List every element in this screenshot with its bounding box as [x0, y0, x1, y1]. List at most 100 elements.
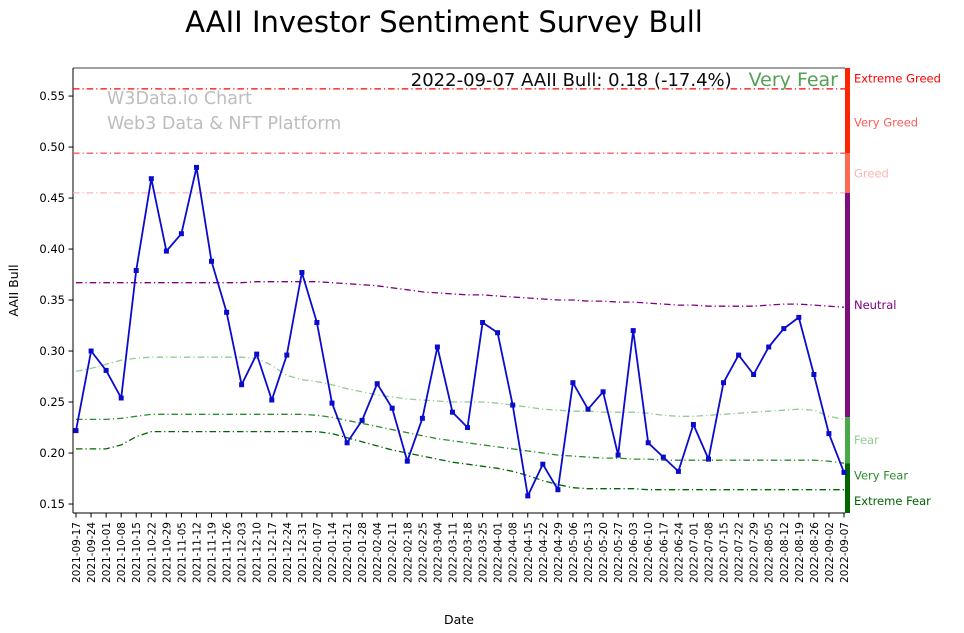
data-point-marker — [766, 344, 772, 350]
data-point-marker — [781, 326, 787, 332]
x-tick-label: 2022-06-03 — [628, 522, 640, 583]
data-point-marker — [389, 405, 395, 411]
x-tick-label: 2022-07-22 — [734, 522, 746, 583]
data-point-marker — [811, 372, 817, 377]
data-point-marker — [480, 320, 486, 325]
data-point-marker — [570, 380, 576, 386]
x-tick-label: 2022-02-11 — [387, 522, 399, 583]
x-tick-label: 2022-07-15 — [719, 522, 731, 583]
data-point-marker — [600, 389, 606, 395]
data-point-marker — [465, 425, 470, 430]
data-point-marker — [178, 231, 184, 237]
x-tick-label: 2021-09-17 — [71, 522, 83, 583]
data-point-marker — [615, 452, 621, 458]
zone-label-greed: Greed — [854, 167, 889, 181]
data-point-marker — [224, 309, 230, 315]
x-tick-label: 2022-08-19 — [794, 522, 806, 583]
y-tick-label: 0.45 — [39, 191, 65, 205]
x-tick-label: 2022-04-22 — [538, 522, 550, 583]
x-tick-label: 2022-01-28 — [357, 522, 369, 583]
data-point-marker — [630, 328, 636, 334]
main-series-line — [75, 166, 845, 497]
data-point-marker — [269, 397, 275, 403]
data-point-marker — [209, 258, 214, 264]
data-point-marker — [344, 440, 350, 446]
x-tick-label: 2022-07-08 — [703, 522, 715, 583]
x-tick-label: 2021-12-17 — [267, 522, 279, 583]
data-point-marker — [419, 415, 425, 421]
zone-label-very-greed: Very Greed — [854, 116, 918, 130]
threshold-extreme-fear — [76, 430, 844, 491]
x-tick-label: 2021-10-22 — [146, 522, 158, 583]
x-tick-label: 2022-05-06 — [568, 522, 580, 583]
x-tick-label: 2021-11-05 — [176, 522, 188, 583]
y-tick-label: 0.50 — [39, 140, 65, 154]
y-tick-label: 0.25 — [39, 395, 65, 409]
x-tick-label: 2021-12-24 — [282, 522, 294, 583]
data-point-marker — [690, 422, 696, 427]
x-tick-label: 2022-07-29 — [749, 522, 761, 583]
x-tick-label: 2022-03-11 — [447, 522, 459, 583]
x-tick-label: 2022-04-29 — [553, 522, 565, 583]
y-tick-label: 0.55 — [39, 89, 65, 103]
data-point-marker — [359, 417, 365, 423]
x-tick-label: 2021-12-03 — [237, 522, 249, 583]
x-tick-label: 2021-10-01 — [101, 522, 113, 583]
data-point-marker — [736, 352, 742, 358]
data-point-marker — [73, 428, 79, 434]
threshold-very-fear — [76, 413, 845, 464]
axes-spines — [72, 67, 845, 514]
data-point-marker — [299, 270, 305, 275]
threshold-neutral — [76, 281, 845, 308]
zone-label-fear: Fear — [854, 433, 879, 447]
x-tick-label: 2022-04-08 — [508, 522, 520, 583]
data-point-marker — [450, 409, 455, 415]
chart-title: AAII Investor Sentiment Survey Bull — [185, 5, 703, 39]
zone-labels: Extreme Greed Very Greed Greed Neutral Fear V… — [854, 72, 941, 508]
y-tick-label: 0.20 — [39, 446, 65, 460]
data-point-marker — [404, 458, 410, 464]
x-tick-label: 2022-03-04 — [432, 522, 444, 583]
watermark-line1: W3Data.io Chart — [107, 89, 253, 109]
y-tick-label: 0.40 — [39, 242, 65, 256]
x-tick-label: 2021-11-12 — [191, 522, 203, 583]
data-point-marker — [495, 330, 501, 336]
data-point-marker — [660, 454, 666, 460]
x-tick-label: 2022-08-26 — [809, 522, 821, 583]
x-tick-label: 2022-06-17 — [658, 522, 670, 583]
x-tick-label: 2022-05-13 — [583, 522, 595, 583]
data-point-marker — [239, 382, 245, 388]
data-point-marker — [645, 440, 651, 446]
data-point-marker — [796, 314, 802, 320]
latest-value-annotation: 2022-09-07 AAII Bull: 0.18 (-17.4%) Very … — [0, 69, 838, 91]
data-point-marker — [284, 352, 290, 358]
x-tick-label: 2022-02-25 — [417, 522, 429, 583]
x-tick-label: 2022-04-15 — [523, 522, 535, 583]
main-series — [73, 164, 847, 499]
x-tick-label: 2022-03-18 — [463, 522, 475, 583]
x-tick-label: 2021-10-29 — [161, 522, 173, 583]
data-point-marker — [103, 367, 109, 373]
data-point-marker — [163, 248, 169, 254]
x-tick-label: 2022-09-07 — [839, 522, 851, 583]
x-tick-label: 2022-02-18 — [402, 522, 414, 583]
x-tick-label: 2022-09-02 — [824, 522, 836, 583]
data-point-marker — [254, 351, 260, 357]
data-point-marker — [721, 380, 726, 386]
data-point-marker — [555, 487, 561, 493]
x-tick-label: 2022-08-12 — [779, 522, 791, 583]
data-point-marker — [706, 456, 711, 462]
x-tick-label: 2021-11-19 — [207, 522, 219, 583]
x-tick-label: 2021-09-24 — [86, 522, 98, 583]
data-point-marker — [88, 348, 94, 354]
data-point-marker — [133, 268, 139, 273]
x-tick-label: 2022-01-14 — [327, 522, 339, 583]
zone-label-neutral: Neutral — [854, 298, 896, 312]
data-point-marker — [540, 461, 546, 467]
data-point-marker — [329, 400, 335, 406]
x-tick-label: 2021-12-10 — [252, 522, 264, 583]
x-tick-label: 2022-08-05 — [764, 522, 776, 583]
x-tick-label: 2022-01-07 — [312, 522, 324, 583]
